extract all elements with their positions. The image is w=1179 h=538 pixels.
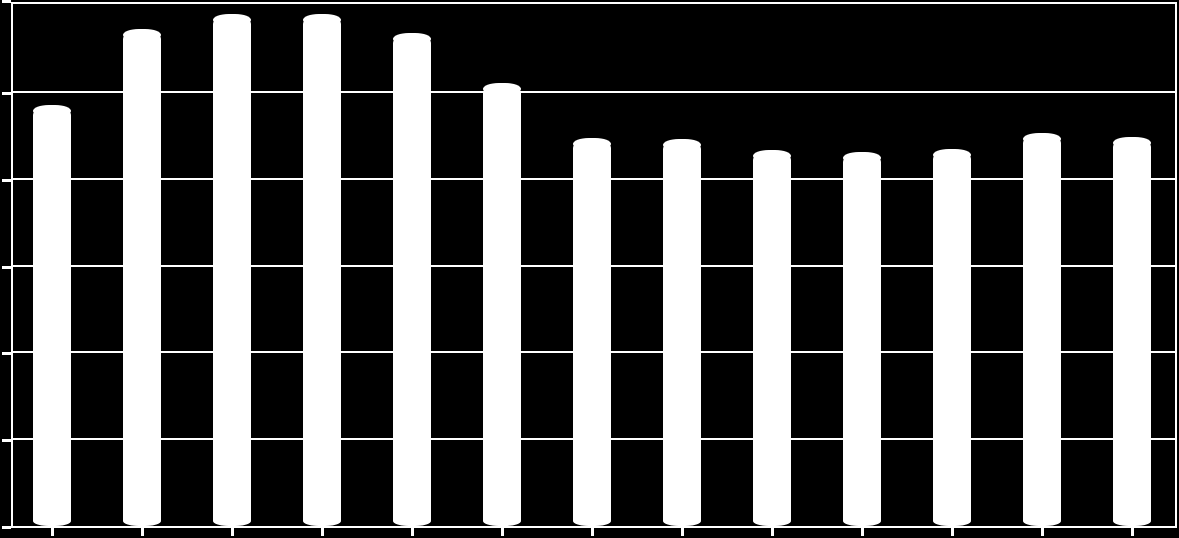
x-tick bbox=[51, 528, 54, 536]
bar-chart bbox=[2, 2, 1177, 536]
y-tick bbox=[2, 0, 11, 3]
bar bbox=[753, 152, 791, 524]
bar bbox=[303, 16, 341, 524]
bar bbox=[1023, 135, 1061, 524]
x-tick bbox=[1131, 528, 1134, 536]
y-tick bbox=[2, 266, 11, 269]
plot-area bbox=[11, 2, 1177, 528]
bar bbox=[33, 107, 71, 524]
bar bbox=[663, 141, 701, 524]
y-tick bbox=[2, 352, 11, 355]
bar bbox=[213, 16, 251, 524]
bar bbox=[843, 154, 881, 524]
x-tick bbox=[411, 528, 414, 536]
y-tick bbox=[2, 92, 11, 95]
bar bbox=[483, 85, 521, 524]
x-tick bbox=[141, 528, 144, 536]
bar bbox=[123, 31, 161, 524]
bar bbox=[1113, 139, 1151, 524]
x-tick bbox=[501, 528, 504, 536]
y-tick bbox=[2, 179, 11, 182]
x-tick bbox=[681, 528, 684, 536]
x-tick bbox=[861, 528, 864, 536]
x-tick bbox=[951, 528, 954, 536]
x-tick bbox=[1041, 528, 1044, 536]
x-tick bbox=[231, 528, 234, 536]
bars-layer bbox=[13, 4, 1175, 526]
x-tick bbox=[771, 528, 774, 536]
bar bbox=[573, 140, 611, 524]
y-tick bbox=[2, 439, 11, 442]
x-tick bbox=[591, 528, 594, 536]
bar bbox=[933, 151, 971, 524]
bar bbox=[393, 35, 431, 524]
y-tick bbox=[2, 526, 11, 529]
x-tick bbox=[321, 528, 324, 536]
